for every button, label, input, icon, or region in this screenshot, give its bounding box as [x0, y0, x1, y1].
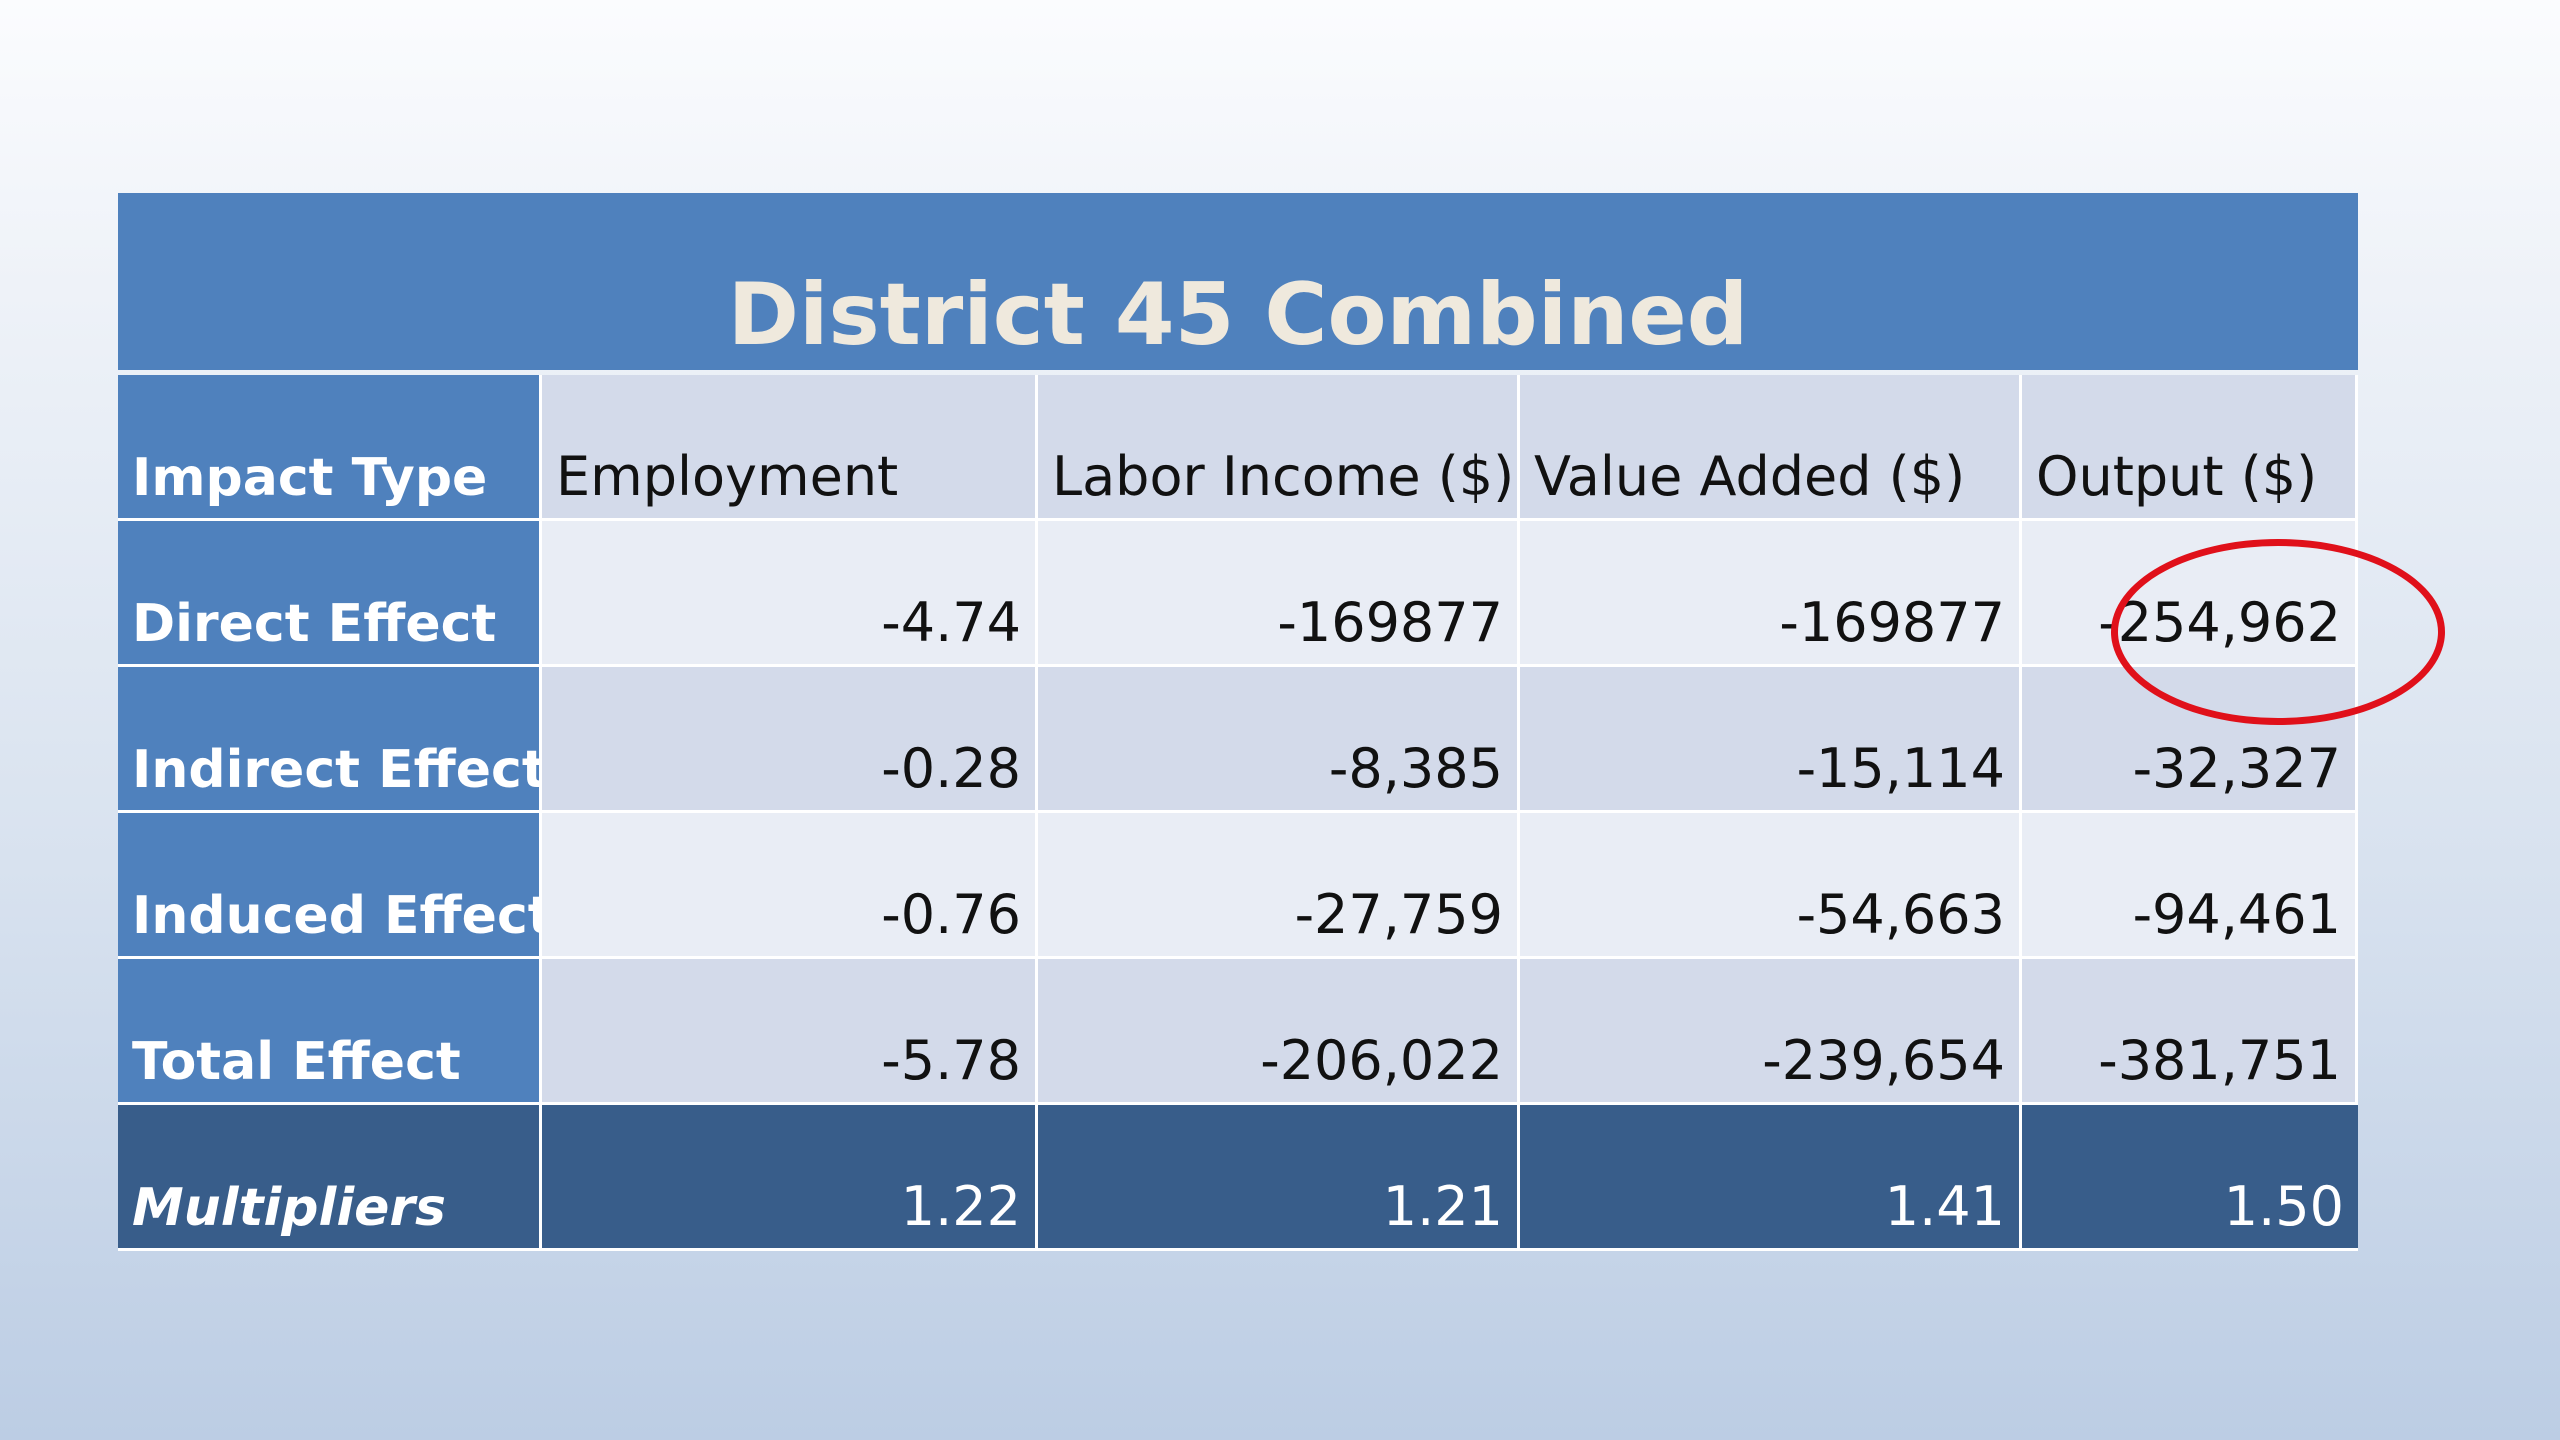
- direct-output: -254,962: [2022, 521, 2358, 667]
- total-labor-income: -206,022: [1038, 959, 1520, 1105]
- total-output: -381,751: [2022, 959, 2358, 1105]
- header-impact-type: Impact Type: [118, 375, 542, 521]
- title-band: District 45 Combined: [118, 193, 2358, 370]
- header-employment: Employment: [542, 375, 1038, 521]
- indirect-value-added: -15,114: [1520, 667, 2022, 813]
- direct-labor-income: -169877: [1038, 521, 1520, 667]
- row-label-direct-effect: Direct Effect: [118, 521, 542, 667]
- induced-employment: -0.76: [542, 813, 1038, 959]
- indirect-output: -32,327: [2022, 667, 2358, 813]
- table-grid: Impact Type Employment Labor Income ($) …: [118, 375, 2358, 1251]
- total-employment: -5.78: [542, 959, 1038, 1105]
- direct-employment: -4.74: [542, 521, 1038, 667]
- multiplier-employment: 1.22: [542, 1105, 1038, 1251]
- header-value-added: Value Added ($): [1520, 375, 2022, 521]
- row-label-induced-effect: Induced Effect: [118, 813, 553, 959]
- induced-labor-income: -27,759: [1038, 813, 1520, 959]
- impact-table: District 45 Combined Impact Type Employm…: [118, 193, 2358, 1251]
- row-label-total-effect: Total Effect: [118, 959, 542, 1105]
- multiplier-value-added: 1.41: [1520, 1105, 2022, 1251]
- header-output: Output ($): [2022, 375, 2358, 521]
- multiplier-output: 1.50: [2022, 1105, 2358, 1251]
- induced-value-added: -54,663: [1520, 813, 2022, 959]
- indirect-employment: -0.28: [542, 667, 1038, 813]
- indirect-labor-income: -8,385: [1038, 667, 1520, 813]
- induced-output: -94,461: [2022, 813, 2358, 959]
- header-labor-income: Labor Income ($): [1038, 375, 1520, 521]
- row-label-multipliers: Multipliers: [118, 1105, 542, 1251]
- total-value-added: -239,654: [1520, 959, 2022, 1105]
- row-label-indirect-effect: Indirect Effect: [118, 667, 547, 813]
- multiplier-labor-income: 1.21: [1038, 1105, 1520, 1251]
- direct-value-added: -169877: [1520, 521, 2022, 667]
- table-title: District 45 Combined: [727, 265, 1749, 365]
